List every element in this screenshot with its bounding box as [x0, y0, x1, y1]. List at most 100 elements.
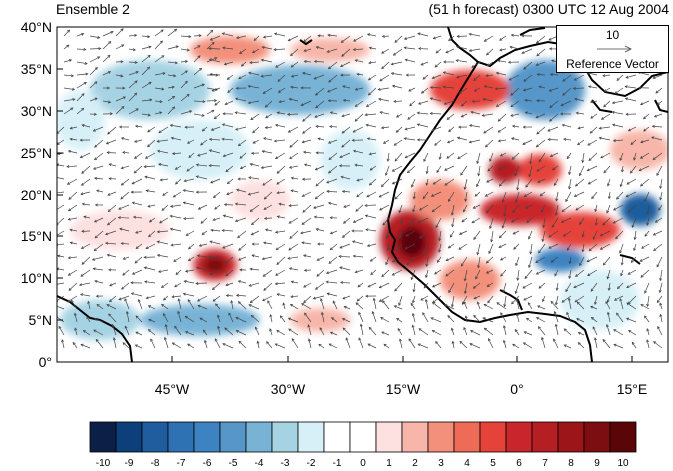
- wind-vector-head: [380, 126, 385, 130]
- wind-vector-head: [235, 293, 240, 297]
- wind-vector-head: [404, 155, 408, 159]
- wind-vector-head: [529, 161, 533, 165]
- wind-vector-head: [156, 230, 160, 234]
- wind-vector-head: [606, 311, 610, 315]
- wind-vector-head: [356, 194, 360, 198]
- wind-vector-head: [249, 61, 253, 65]
- wind-vector: [71, 300, 78, 310]
- wind-vector: [460, 256, 468, 267]
- wind-vector: [89, 48, 101, 50]
- wind-vector: [511, 295, 520, 305]
- wind-vector-head: [410, 302, 414, 306]
- wind-vector: [328, 256, 338, 264]
- wind-vector-head: [603, 89, 607, 92]
- wind-vector-head: [510, 104, 514, 108]
- lon-label: 30°W: [270, 381, 306, 397]
- wind-vector-head: [380, 317, 384, 320]
- wind-vector-head: [313, 205, 317, 209]
- wind-vector: [485, 139, 494, 148]
- wind-vector-head: [495, 71, 500, 75]
- wind-vector-head: [143, 255, 147, 259]
- wind-vector-head: [615, 236, 619, 240]
- wind-vector: [195, 282, 208, 284]
- wind-vector-head: [213, 116, 217, 120]
- wind-vector-head: [326, 50, 330, 53]
- wind-vector-head: [371, 310, 375, 315]
- wind-vector: [469, 33, 481, 37]
- colorbar-label: 3: [438, 458, 444, 469]
- wind-vector-head: [536, 168, 540, 172]
- wind-vector-head: [630, 259, 634, 263]
- wind-vector: [180, 35, 191, 38]
- wind-vector-head: [120, 166, 124, 170]
- colorbar-label: -6: [202, 458, 212, 469]
- wind-vector-head: [234, 219, 239, 223]
- wind-vector: [472, 100, 481, 102]
- wind-vector-head: [364, 214, 368, 218]
- wind-vector-head: [631, 224, 635, 228]
- wind-vector: [607, 312, 611, 323]
- wind-vector: [633, 152, 637, 161]
- wind-vector: [63, 29, 70, 37]
- wind-vector: [432, 301, 442, 310]
- wind-vector: [432, 74, 442, 79]
- wind-vector: [522, 282, 533, 289]
- wind-vector-head: [368, 152, 372, 156]
- wind-vector-head: [317, 137, 321, 141]
- wind-vector: [251, 230, 260, 236]
- wind-vector: [262, 46, 273, 50]
- wind-vector: [400, 217, 403, 225]
- wind-vector: [503, 325, 507, 336]
- wind-vector-head: [143, 165, 147, 169]
- wind-vector: [160, 178, 169, 181]
- wind-vector: [392, 165, 403, 172]
- wind-vector: [394, 191, 403, 200]
- wind-vector: [134, 165, 143, 174]
- wind-vector-head: [565, 289, 569, 293]
- wind-vector-head: [108, 299, 113, 303]
- wind-vector-head: [276, 191, 280, 195]
- wind-vector-head: [107, 131, 111, 135]
- wind-vector-head: [420, 62, 424, 66]
- wind-vector-head: [526, 220, 530, 224]
- wind-vector: [548, 230, 559, 238]
- wind-vector: [652, 125, 663, 128]
- wind-vector-head: [508, 77, 512, 81]
- wind-vector: [612, 100, 624, 104]
- wind-vector-head: [394, 288, 398, 292]
- wind-vector: [430, 87, 442, 89]
- wind-vector: [354, 113, 364, 122]
- wind-vector-head: [273, 48, 277, 52]
- wind-vector: [469, 48, 481, 52]
- wind-vector-head: [341, 234, 346, 238]
- wind-vector-head: [555, 287, 559, 291]
- wind-vector-head: [654, 219, 658, 223]
- anomaly-region: [540, 212, 620, 248]
- wind-vector-head: [252, 140, 256, 144]
- wind-vector: [608, 191, 611, 199]
- wind-vector: [329, 126, 338, 128]
- wind-vector: [248, 304, 260, 310]
- wind-vector-head: [94, 280, 98, 283]
- wind-vector: [474, 87, 481, 92]
- wind-vector: [418, 100, 429, 105]
- wind-vector-head: [461, 219, 465, 223]
- wind-vector: [198, 204, 208, 210]
- wind-vector-head: [522, 285, 526, 289]
- wind-vector: [330, 230, 338, 235]
- wind-vector-head: [495, 104, 499, 107]
- wind-vector-head: [135, 108, 139, 112]
- wind-vector-head: [445, 50, 449, 54]
- wind-vector-head: [423, 158, 427, 162]
- wind-vector: [289, 230, 299, 239]
- wind-vector-head: [261, 45, 265, 49]
- wind-vector: [172, 342, 182, 349]
- wind-vector: [659, 191, 663, 200]
- wind-vector-head: [61, 339, 65, 343]
- wind-vector: [587, 269, 598, 276]
- wind-vector: [93, 268, 104, 271]
- wind-vector-head: [158, 163, 162, 167]
- wind-vector: [290, 61, 299, 68]
- wind-vector-head: [644, 198, 647, 203]
- wind-vector-head: [162, 71, 166, 75]
